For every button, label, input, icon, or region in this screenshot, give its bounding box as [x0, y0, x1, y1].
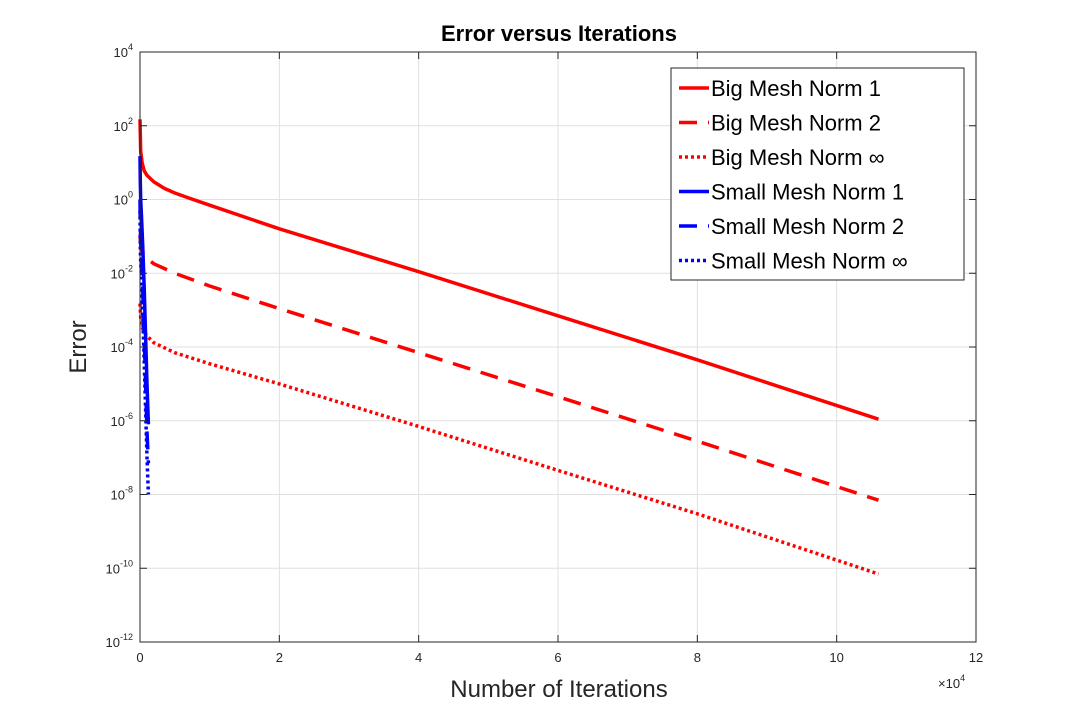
legend-label: Small Mesh Norm ∞ — [711, 249, 908, 274]
chart-title: Error versus Iterations — [441, 21, 677, 46]
x-tick-label: 12 — [969, 650, 983, 665]
y-tick-label: 10-4 — [111, 337, 133, 355]
x-axis-multiplier: ×104 — [938, 673, 965, 691]
axis-ticks: 0 2 4 6 8 10 12 10-12 10-10 10-8 10-6 10-4 10-2 100 10… — [106, 42, 984, 665]
x-tick-label: 6 — [554, 650, 561, 665]
legend-entry: Small Mesh Norm 1 — [679, 180, 904, 205]
legend-label: Small Mesh Norm 2 — [711, 214, 904, 239]
series-line-3 — [138, 303, 880, 576]
series-line-1 — [138, 119, 880, 421]
y-tick-label: 102 — [114, 116, 133, 134]
x-multiplier-base: ×10 — [938, 676, 960, 691]
x-tick-label: 4 — [415, 650, 422, 665]
x-axis-label: Number of Iterations — [450, 676, 667, 703]
legend-label: Big Mesh Norm ∞ — [711, 145, 884, 170]
y-tick-label: 100 — [114, 190, 133, 208]
y-tick-label: 10-8 — [111, 485, 133, 503]
y-tick-label: 10-12 — [106, 632, 133, 650]
x-multiplier-exponent: 4 — [960, 673, 965, 683]
legend-label: Big Mesh Norm 2 — [711, 111, 881, 136]
x-tick-label: 2 — [276, 650, 283, 665]
x-tick-label: 8 — [694, 650, 701, 665]
legend-entry: Big Mesh Norm 2 — [679, 111, 881, 136]
legend-entry: Big Mesh Norm 1 — [679, 76, 881, 101]
legend-entry: Small Mesh Norm 2 — [679, 214, 904, 239]
y-axis-label: Error — [65, 320, 92, 373]
y-tick-label: 10-10 — [106, 558, 133, 576]
y-tick-label: 104 — [114, 42, 133, 60]
legend-entry: Big Mesh Norm ∞ — [679, 145, 884, 170]
legend: Big Mesh Norm 1 Big Mesh Norm 2 Big Mesh N… — [670, 67, 965, 281]
x-tick-label: 10 — [829, 650, 843, 665]
y-tick-label: 10-2 — [111, 263, 133, 281]
y-tick-label: 10-6 — [111, 411, 133, 429]
x-tick-label: 0 — [136, 650, 143, 665]
legend-box — [670, 67, 965, 281]
legend-label: Small Mesh Norm 1 — [711, 180, 904, 205]
legend-label: Big Mesh Norm 1 — [711, 76, 881, 101]
legend-entry: Small Mesh Norm ∞ — [679, 249, 908, 274]
